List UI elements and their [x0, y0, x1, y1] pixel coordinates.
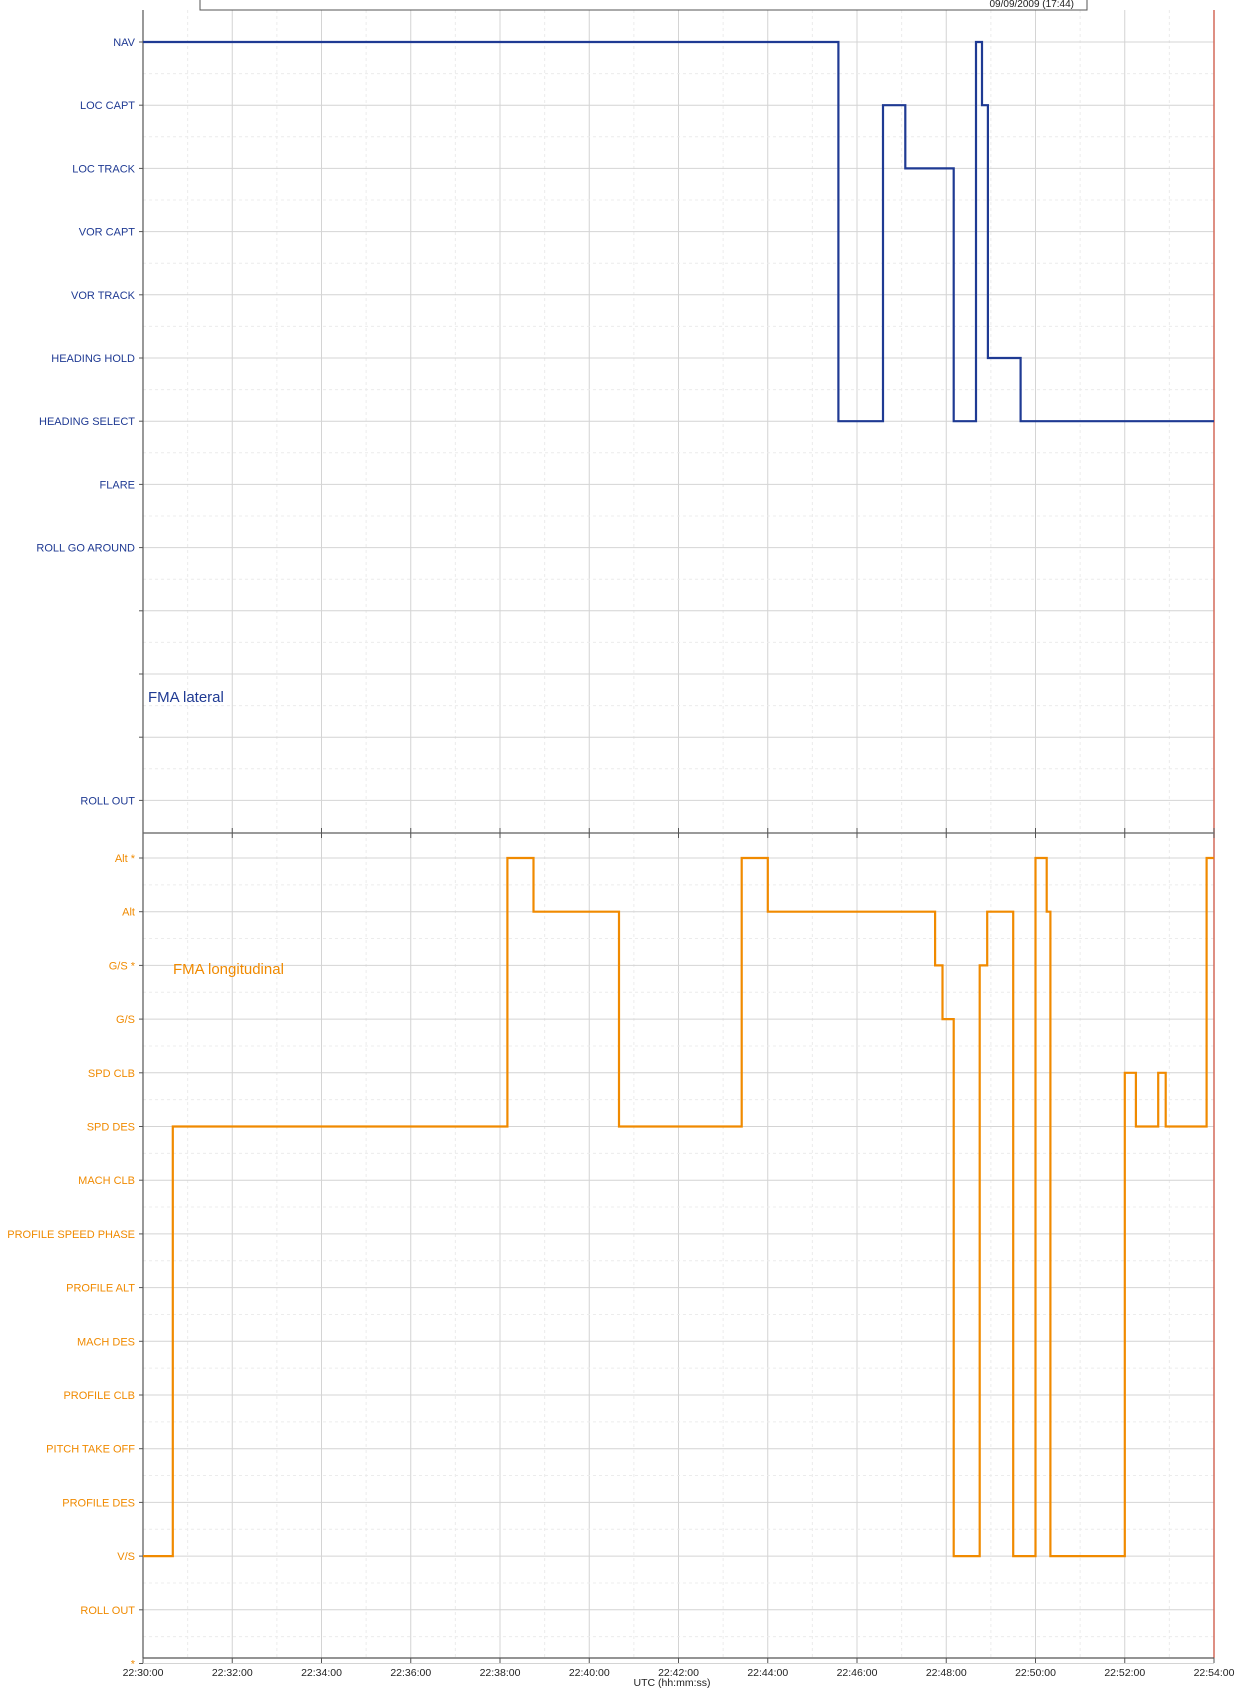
- y-tick-label-longitudinal: PITCH TAKE OFF: [46, 1444, 135, 1456]
- y-tick-label-lateral: VOR TRACK: [71, 290, 136, 302]
- x-tick-label: 22:54:00: [1194, 1667, 1235, 1679]
- y-tick-label-longitudinal: PROFILE CLB: [63, 1390, 135, 1402]
- y-tick-label-longitudinal: G/S: [116, 1014, 135, 1026]
- x-tick-label: 22:30:00: [123, 1667, 164, 1679]
- x-tick-label: 22:32:00: [212, 1667, 253, 1679]
- x-tick-label: 22:38:00: [480, 1667, 521, 1679]
- y-tick-label-longitudinal: PROFILE ALT: [66, 1283, 135, 1295]
- labels: NAV LOC CAPT LOC TRACK VOR CAPT VOR TRACK HEA…: [7, 37, 1234, 1679]
- x-tick-label: 22:50:00: [1015, 1667, 1056, 1679]
- y-tick-label-lateral: LOC CAPT: [80, 100, 135, 112]
- axes: [139, 10, 1215, 1664]
- x-tick-label: 22:44:00: [747, 1667, 788, 1679]
- x-tick-label: 22:36:00: [390, 1667, 431, 1679]
- panel-title-longitudinal: FMA longitudinal: [173, 961, 284, 978]
- y-tick-label-lateral: FLARE: [100, 479, 135, 491]
- y-tick-label-longitudinal: Alt: [122, 907, 135, 919]
- x-tick-label: 22:34:00: [301, 1667, 342, 1679]
- y-tick-label-lateral: VOR CAPT: [79, 227, 136, 239]
- y-tick-label-longitudinal: PROFILE DES: [62, 1497, 135, 1509]
- y-tick-label-lateral: HEADING SELECT: [39, 416, 135, 428]
- y-tick-label-lateral: HEADING HOLD: [51, 353, 135, 365]
- y-tick-label-lateral: NAV: [113, 37, 135, 49]
- date-stamp-box: 09/09/2009 (17:44): [199, 0, 1088, 11]
- y-tick-label-longitudinal: SPD CLB: [88, 1068, 135, 1080]
- y-tick-label-lateral: ROLL GO AROUND: [36, 543, 135, 555]
- series-fma-lateral: [143, 40, 1214, 423]
- x-tick-label: 22:46:00: [837, 1667, 878, 1679]
- x-tick-label: 22:40:00: [569, 1667, 610, 1679]
- panel-title-lateral: FMA lateral: [148, 689, 224, 706]
- series-fma-longitudinal: [143, 856, 1214, 1558]
- y-tick-label-longitudinal: MACH CLB: [78, 1175, 135, 1187]
- x-axis-title: UTC (hh:mm:ss): [634, 1677, 711, 1689]
- x-tick-label: 22:42:00: [658, 1667, 699, 1679]
- y-tick-label-longitudinal: SPD DES: [87, 1122, 135, 1134]
- y-tick-label-longitudinal: MACH DES: [77, 1336, 135, 1348]
- date-stamp: 09/09/2009 (17:44): [989, 0, 1074, 10]
- y-tick-label-longitudinal: *: [131, 1659, 136, 1671]
- series: [143, 40, 1214, 1558]
- x-tick-label: 22:48:00: [926, 1667, 967, 1679]
- y-tick-label-longitudinal: Alt *: [115, 853, 136, 865]
- y-tick-label-longitudinal: G/S *: [109, 960, 136, 972]
- y-tick-label-longitudinal: PROFILE SPEED PHASE: [7, 1229, 135, 1241]
- y-tick-label-lateral: LOC TRACK: [72, 163, 135, 175]
- y-tick-label-lateral: ROLL OUT: [80, 795, 135, 807]
- y-tick-label-longitudinal: V/S: [117, 1551, 135, 1563]
- y-tick-label-longitudinal: ROLL OUT: [80, 1605, 135, 1617]
- x-tick-label: 22:52:00: [1104, 1667, 1145, 1679]
